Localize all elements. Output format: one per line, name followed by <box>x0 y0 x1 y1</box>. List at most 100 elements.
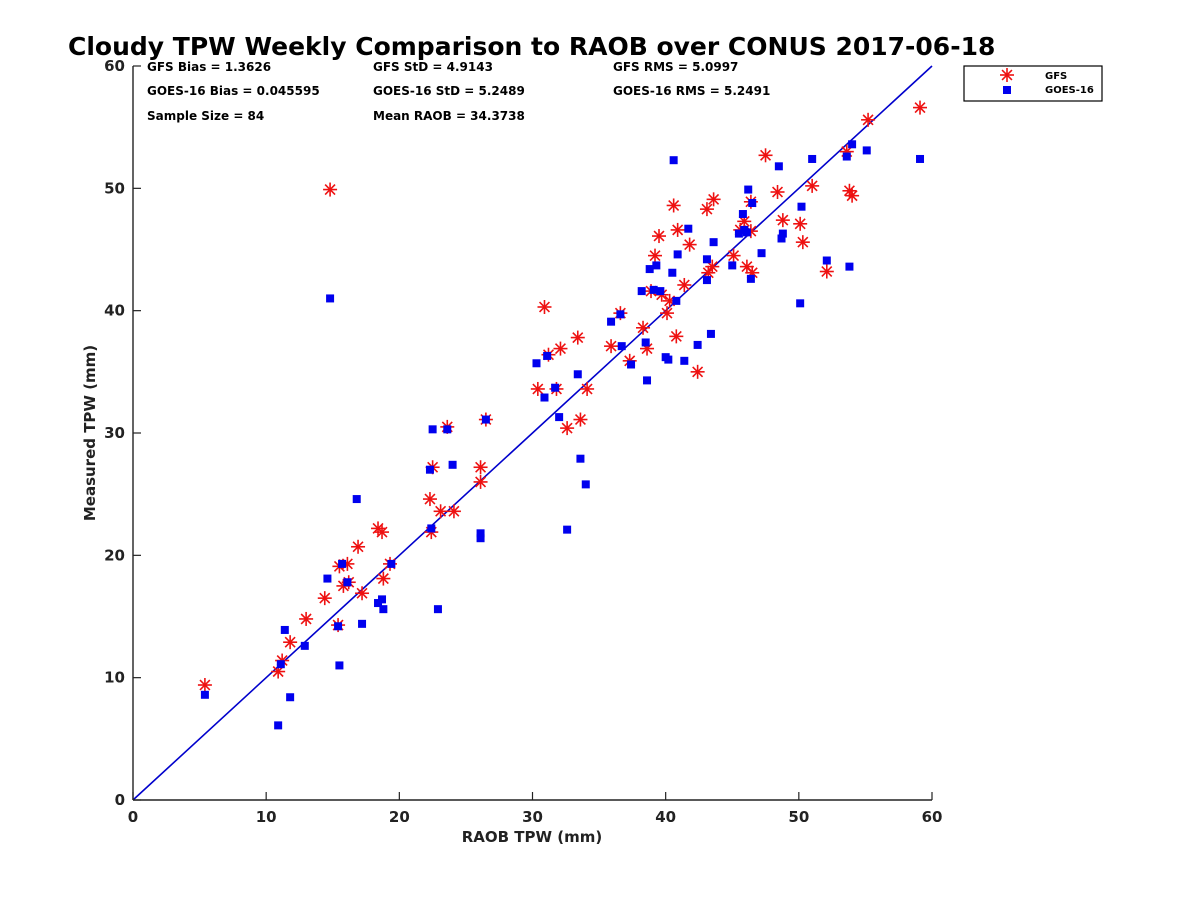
gfs-point <box>677 277 692 292</box>
goes-16-point <box>845 262 854 271</box>
gfs-point <box>323 182 338 197</box>
goes-16-point <box>476 529 485 538</box>
gfs-point <box>580 381 595 396</box>
goes-16-point <box>746 274 755 283</box>
stat-goes-bias: GOES-16 Bias = 0.045595 <box>147 84 320 98</box>
y-tick-label: 40 <box>104 302 125 320</box>
goes-16-point <box>702 276 711 285</box>
axes-group: 0 10 20 30 40 50 60 0 10 20 30 40 50 60 <box>104 57 942 826</box>
y-axis-label: Measured TPW (mm) <box>81 345 99 521</box>
gfs-point <box>553 341 568 356</box>
goes-16-point <box>323 574 332 583</box>
goes-16-point <box>668 268 677 277</box>
gfs-point <box>690 364 705 379</box>
goes-16-series <box>200 140 925 730</box>
gfs-point <box>560 421 575 436</box>
gfs-point <box>666 198 681 213</box>
goes-16-point <box>748 199 757 208</box>
gfs-point <box>699 202 714 217</box>
gfs-point <box>197 678 212 693</box>
goes-16-point <box>842 152 851 161</box>
stat-goes-rms: GOES-16 RMS = 5.2491 <box>613 84 770 98</box>
y-tick-label: 20 <box>104 546 125 564</box>
goes-16-point <box>808 154 817 163</box>
goes-16-point <box>680 356 689 365</box>
goes-16-point <box>343 578 352 587</box>
legend-goes-square <box>1003 86 1011 94</box>
goes-16-point <box>652 261 661 270</box>
goes-16-point <box>607 317 616 326</box>
gfs-point <box>433 504 448 519</box>
gfs-point <box>652 229 667 244</box>
gfs-point <box>376 571 391 586</box>
stat-mean-raob: Mean RAOB = 34.3738 <box>373 109 525 123</box>
goes-16-point <box>797 202 806 211</box>
gfs-point <box>845 188 860 203</box>
gfs-point <box>659 306 674 321</box>
gfs-point <box>861 112 876 127</box>
chart-title: Cloudy TPW Weekly Comparison to RAOB ove… <box>68 32 995 61</box>
goes-16-point <box>274 721 283 730</box>
gfs-point <box>682 237 697 252</box>
goes-16-point <box>616 310 625 319</box>
goes-16-point <box>476 534 485 543</box>
goes-16-point <box>200 690 209 699</box>
x-tick-label: 20 <box>389 808 410 826</box>
goes-16-point <box>702 255 711 264</box>
gfs-point <box>375 525 390 540</box>
y-tick-label: 10 <box>104 669 125 687</box>
goes-16-point <box>848 140 857 149</box>
legend: GFS GOES-16 <box>963 65 1103 102</box>
gfs-point <box>913 100 928 115</box>
y-tick-label: 30 <box>104 424 125 442</box>
gfs-point <box>351 539 366 554</box>
gfs-point <box>573 412 588 427</box>
goes-16-point <box>684 224 693 233</box>
goes-16-point <box>326 294 335 303</box>
goes-16-point <box>656 287 665 296</box>
legend-gfs-asterisk <box>1000 68 1014 82</box>
goes-16-point <box>862 146 871 155</box>
gfs-point <box>775 213 790 228</box>
gfs-point <box>669 329 684 344</box>
gfs-point <box>705 259 720 274</box>
goes-16-point <box>778 229 787 238</box>
goes-16-point <box>352 495 361 504</box>
goes-16-point <box>427 524 436 533</box>
goes-16-point <box>433 605 442 614</box>
goes-16-point <box>728 261 737 270</box>
gfs-point <box>317 591 332 606</box>
goes-16-point <box>532 359 541 368</box>
gfs-point <box>805 178 820 193</box>
goes-16-point <box>693 340 702 349</box>
goes-16-point <box>573 370 582 379</box>
goes-16-point <box>358 619 367 628</box>
gfs-point <box>706 192 721 207</box>
goes-16-point <box>645 265 654 274</box>
goes-16-point <box>378 595 387 604</box>
goes-16-point <box>286 693 295 702</box>
stat-gfs-bias: GFS Bias = 1.3626 <box>147 60 271 74</box>
goes-16-point <box>738 210 747 219</box>
goes-16-point <box>540 393 549 402</box>
x-tick-label: 0 <box>128 808 138 826</box>
gfs-point <box>283 635 298 650</box>
gfs-point <box>726 248 741 263</box>
goes-16-point <box>428 425 437 434</box>
goes-16-point <box>706 329 715 338</box>
gfs-point <box>299 611 314 626</box>
gfs-point <box>473 474 488 489</box>
goes-16-point <box>777 234 786 243</box>
goes-16-point <box>481 415 490 424</box>
goes-16-point <box>822 256 831 265</box>
goes-16-point <box>643 376 652 385</box>
x-tick-label: 30 <box>522 808 543 826</box>
gfs-point <box>770 185 785 200</box>
goes-16-point <box>673 250 682 259</box>
goes-16-point <box>335 661 344 670</box>
goes-16-point <box>581 480 590 489</box>
goes-16-point <box>774 162 783 171</box>
legend-gfs-marker <box>1000 68 1014 82</box>
gfs-point <box>355 586 370 601</box>
